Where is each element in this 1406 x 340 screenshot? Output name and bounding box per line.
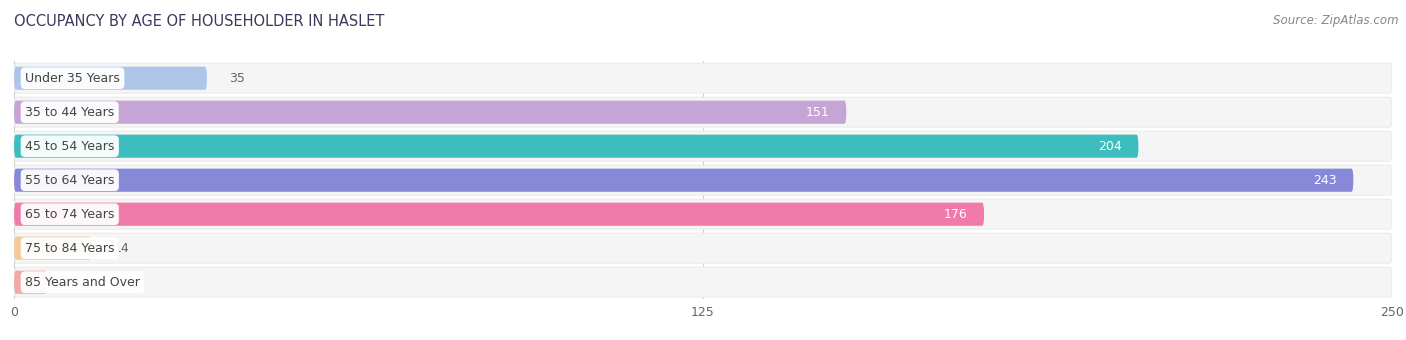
Text: 151: 151 bbox=[806, 106, 830, 119]
Text: 176: 176 bbox=[943, 208, 967, 221]
FancyBboxPatch shape bbox=[14, 67, 207, 90]
FancyBboxPatch shape bbox=[14, 63, 1392, 93]
FancyBboxPatch shape bbox=[14, 237, 91, 260]
FancyBboxPatch shape bbox=[14, 101, 846, 124]
Text: 85 Years and Over: 85 Years and Over bbox=[25, 276, 141, 289]
Text: 243: 243 bbox=[1313, 174, 1337, 187]
FancyBboxPatch shape bbox=[14, 271, 48, 294]
Text: 75 to 84 Years: 75 to 84 Years bbox=[25, 242, 114, 255]
FancyBboxPatch shape bbox=[14, 135, 1139, 158]
Text: 55 to 64 Years: 55 to 64 Years bbox=[25, 174, 114, 187]
FancyBboxPatch shape bbox=[14, 233, 1392, 263]
FancyBboxPatch shape bbox=[14, 165, 1392, 195]
FancyBboxPatch shape bbox=[14, 169, 1354, 192]
FancyBboxPatch shape bbox=[14, 97, 1392, 127]
Text: 204: 204 bbox=[1098, 140, 1122, 153]
Text: Source: ZipAtlas.com: Source: ZipAtlas.com bbox=[1274, 14, 1399, 27]
FancyBboxPatch shape bbox=[14, 131, 1392, 161]
Text: 65 to 74 Years: 65 to 74 Years bbox=[25, 208, 114, 221]
Text: 35 to 44 Years: 35 to 44 Years bbox=[25, 106, 114, 119]
Text: OCCUPANCY BY AGE OF HOUSEHOLDER IN HASLET: OCCUPANCY BY AGE OF HOUSEHOLDER IN HASLE… bbox=[14, 14, 384, 29]
Text: 35: 35 bbox=[229, 72, 245, 85]
Text: 6: 6 bbox=[69, 276, 77, 289]
FancyBboxPatch shape bbox=[14, 203, 984, 226]
FancyBboxPatch shape bbox=[14, 267, 1392, 297]
FancyBboxPatch shape bbox=[14, 199, 1392, 229]
Text: 45 to 54 Years: 45 to 54 Years bbox=[25, 140, 114, 153]
Text: Under 35 Years: Under 35 Years bbox=[25, 72, 120, 85]
Text: 14: 14 bbox=[114, 242, 129, 255]
